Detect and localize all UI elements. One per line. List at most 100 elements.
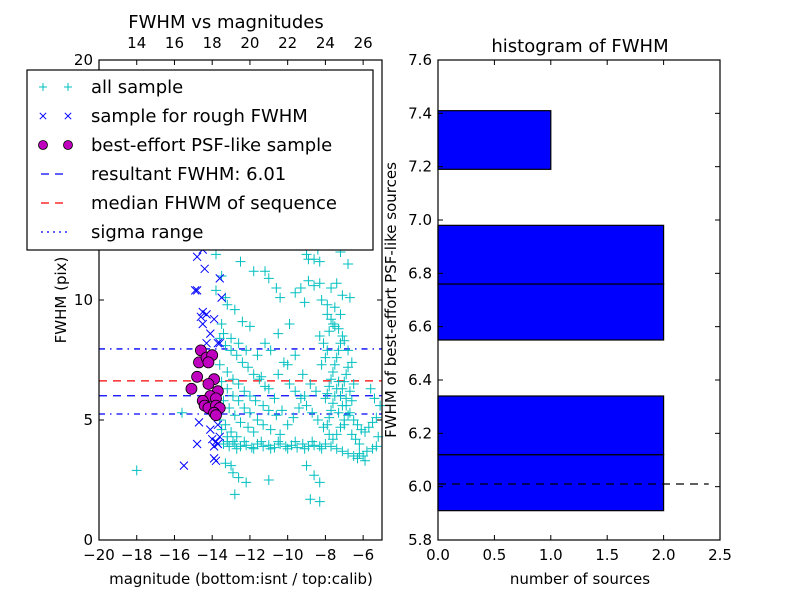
all-sample-point xyxy=(303,275,314,286)
all-sample-point xyxy=(369,393,380,404)
all-sample-point xyxy=(329,359,340,370)
rough-sample-point xyxy=(190,286,200,295)
histogram-panel: 0.0 0.5 1.0 1.5 2.0 2.5 5.8 6.0 6.2 6.4 6.6 6.8 7.0… xyxy=(382,36,732,588)
all-sample-point xyxy=(290,436,301,447)
all-sample-point xyxy=(239,403,250,413)
x-tick-label: 0.0 xyxy=(426,546,450,564)
all-sample-point xyxy=(326,441,337,452)
all-sample-point xyxy=(324,381,335,392)
all-sample-point xyxy=(235,417,246,428)
all-sample-point xyxy=(333,345,344,356)
histogram-x-ticks: 0.0 0.5 1.0 1.5 2.0 2.5 xyxy=(426,60,732,564)
top-tick-label: 26 xyxy=(354,34,373,52)
histogram-bar xyxy=(437,110,552,170)
all-sample-point xyxy=(322,299,333,310)
y-tick-label: 6.0 xyxy=(408,478,432,496)
all-sample-point xyxy=(331,443,342,454)
all-sample-point xyxy=(226,460,237,471)
all-sample-point xyxy=(344,292,355,303)
all-sample-point xyxy=(326,283,337,293)
all-sample-point xyxy=(354,439,365,449)
all-sample-point xyxy=(297,369,308,380)
x-tick-label: 2.0 xyxy=(652,546,676,564)
all-sample-point xyxy=(292,442,303,453)
all-sample-point xyxy=(222,367,233,377)
all-sample-point xyxy=(226,345,237,356)
x-tick-label: 2.5 xyxy=(708,546,732,564)
all-sample-point xyxy=(235,256,246,267)
all-sample-point xyxy=(248,266,259,277)
all-sample-point xyxy=(241,345,252,356)
all-sample-point xyxy=(131,465,142,476)
all-sample-point xyxy=(327,367,338,377)
all-sample-point xyxy=(301,249,312,260)
all-sample-point xyxy=(222,436,233,447)
legend-label-median-fwhm: median FHWM of sequence xyxy=(91,193,337,214)
histogram-bar xyxy=(437,283,665,341)
all-sample-point xyxy=(309,280,320,291)
all-sample-point xyxy=(290,350,301,361)
all-sample-point xyxy=(227,391,238,401)
all-sample-point xyxy=(333,376,344,387)
all-sample-point xyxy=(248,369,259,380)
all-sample-point xyxy=(260,266,271,277)
all-sample-point xyxy=(337,400,348,411)
y-tick-label: 20 xyxy=(74,51,93,69)
all-sample-point xyxy=(229,304,240,315)
scatter-y-ticks: 0 5 10 20 xyxy=(74,51,382,549)
all-sample-point xyxy=(280,441,291,452)
all-sample-point xyxy=(322,388,333,399)
all-sample-point xyxy=(244,321,255,332)
histogram-y-axis-label: FWHM of best-effort PSF-like sources xyxy=(382,162,400,438)
top-tick-label: 24 xyxy=(316,34,335,52)
all-sample-point xyxy=(337,446,348,457)
histogram-bar xyxy=(437,454,665,512)
rough-sample-point xyxy=(194,418,204,427)
rough-sample-point xyxy=(215,338,225,348)
all-sample-point xyxy=(344,386,355,397)
y-tick-label: 5 xyxy=(83,411,93,429)
all-sample-point xyxy=(282,419,293,430)
all-sample-point xyxy=(307,436,318,447)
all-sample-point xyxy=(314,477,325,488)
all-sample-point xyxy=(231,443,242,454)
all-sample-point xyxy=(284,319,295,329)
all-sample-point xyxy=(293,403,304,413)
all-sample-point xyxy=(307,407,318,418)
all-sample-point xyxy=(290,386,301,397)
all-sample-point xyxy=(301,460,312,471)
x-tick-label: −14 xyxy=(196,546,228,564)
all-sample-point xyxy=(297,439,308,449)
all-sample-point xyxy=(226,333,237,344)
y-tick-label: 0 xyxy=(83,531,93,549)
scatter-reference-lines xyxy=(99,348,382,415)
all-sample-point xyxy=(227,374,238,385)
all-sample-point xyxy=(295,283,306,293)
rough-sample-point xyxy=(209,442,219,451)
all-sample-point xyxy=(229,410,240,421)
all-sample-point xyxy=(273,436,284,447)
rough-sample-point xyxy=(211,456,221,466)
all-sample-point xyxy=(233,338,244,349)
all-sample-point xyxy=(344,407,355,418)
all-sample-point xyxy=(263,383,274,394)
legend-marker-icon xyxy=(64,112,72,120)
all-sample-point xyxy=(337,331,348,341)
all-sample-point xyxy=(265,424,276,435)
all-sample-point xyxy=(231,350,242,361)
legend-box xyxy=(26,69,374,251)
all-sample-point xyxy=(216,319,227,329)
histogram-title: histogram of FWHM xyxy=(491,36,668,57)
histogram-y-ticks: 5.8 6.0 6.2 6.4 6.6 6.8 7.0 7.2 7.4 7.6 xyxy=(408,51,720,549)
all-sample-point xyxy=(260,338,271,349)
legend-label-resultant-fwhm: resultant FWHM: 6.01 xyxy=(91,164,286,185)
all-sample-point xyxy=(271,410,282,421)
histogram-x-axis-label: number of sources xyxy=(510,570,650,588)
all-sample-point xyxy=(316,359,327,370)
all-sample-point xyxy=(318,338,329,349)
all-sample-point xyxy=(322,345,333,356)
all-sample-point xyxy=(365,383,376,394)
rough-sample-point xyxy=(213,420,223,430)
all-sample-point xyxy=(239,386,250,397)
all-sample-point xyxy=(371,412,382,423)
